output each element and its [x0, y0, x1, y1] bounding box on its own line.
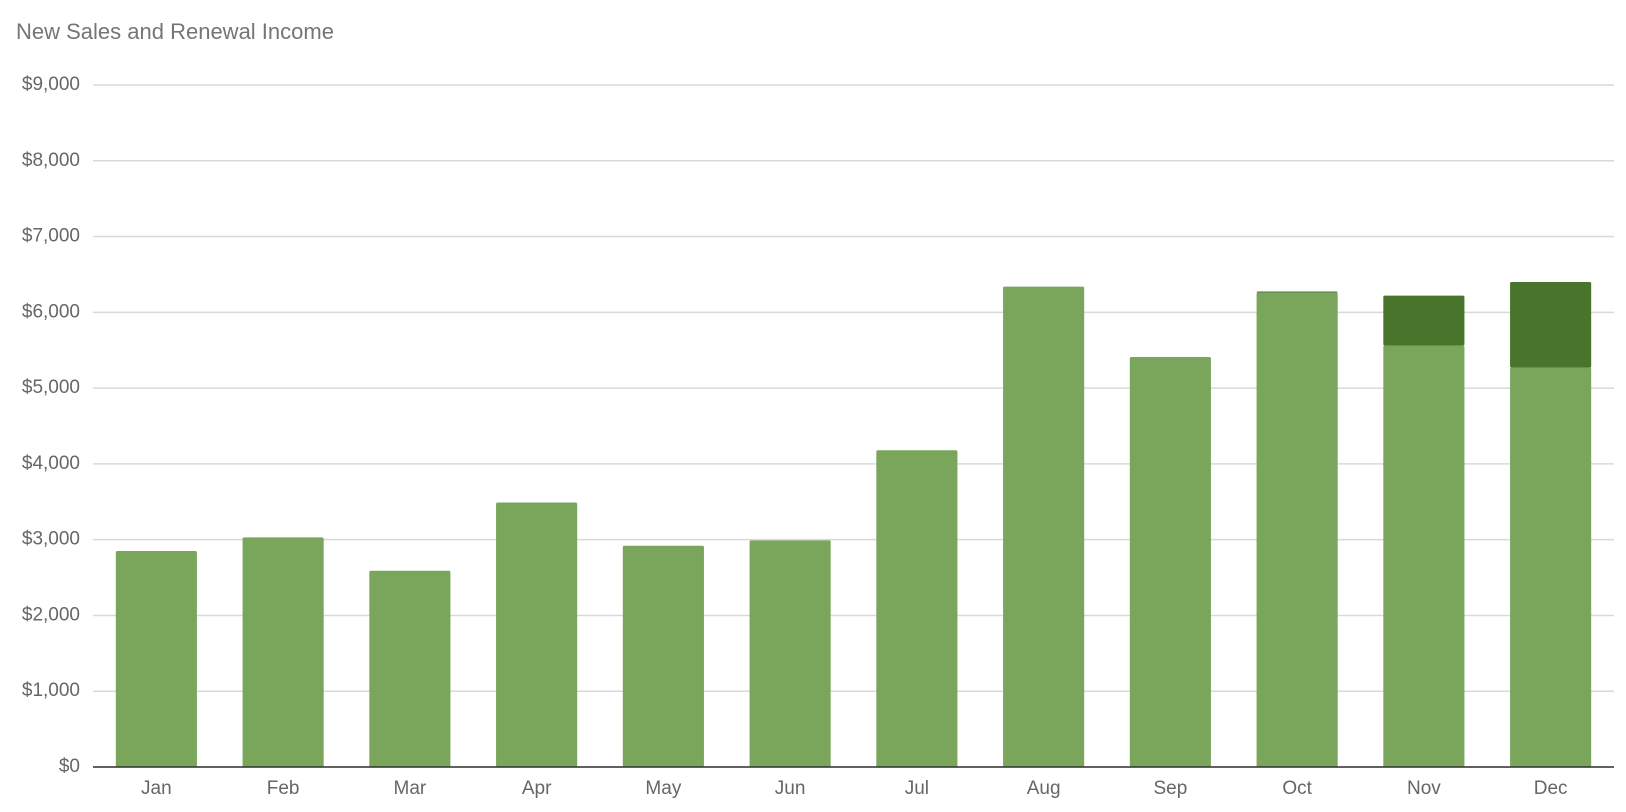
y-tick-label: $0: [59, 756, 80, 777]
y-tick-label: $1,000: [22, 680, 80, 701]
bar-segment: [1129, 357, 1211, 767]
x-tick-label: Feb: [267, 778, 300, 799]
y-tick-label: $9,000: [22, 74, 80, 95]
y-tick-label: $5,000: [22, 377, 80, 398]
chart-title: New Sales and Renewal Income: [16, 19, 334, 44]
bar-segment: [1256, 291, 1338, 293]
x-tick-label: May: [645, 778, 681, 799]
y-tick-label: $2,000: [22, 604, 80, 625]
y-tick-label: $4,000: [22, 453, 80, 474]
bar-segment: [115, 551, 197, 767]
bar-segment: [1510, 367, 1592, 767]
bar-segment: [749, 540, 831, 767]
x-tick-label: Aug: [1027, 778, 1061, 799]
x-tick-label: Nov: [1407, 778, 1441, 799]
x-tick-label: Sep: [1153, 778, 1187, 799]
bar-segment: [242, 537, 324, 767]
x-tick-label: Oct: [1282, 778, 1312, 799]
bar-segment: [1510, 282, 1592, 368]
bar-segment: [1383, 295, 1465, 346]
x-tick-label: Apr: [522, 778, 552, 799]
bar-segment: [1256, 292, 1338, 767]
bar-segment: [496, 502, 578, 767]
x-tick-label: Mar: [394, 778, 427, 799]
bar-segment: [1383, 345, 1465, 767]
x-tick-label: Jul: [905, 778, 929, 799]
y-tick-label: $6,000: [22, 301, 80, 322]
y-tick-label: $8,000: [22, 150, 80, 171]
bar-segment: [1003, 286, 1085, 767]
bar-segment: [369, 570, 451, 767]
x-tick-label: Jun: [775, 778, 806, 799]
bar-segment: [876, 450, 958, 767]
x-tick-label: Dec: [1534, 778, 1568, 799]
x-tick-label: Jan: [141, 778, 172, 799]
bar-segment: [622, 545, 704, 767]
y-tick-label: $7,000: [22, 226, 80, 247]
y-tick-label: $3,000: [22, 529, 80, 550]
